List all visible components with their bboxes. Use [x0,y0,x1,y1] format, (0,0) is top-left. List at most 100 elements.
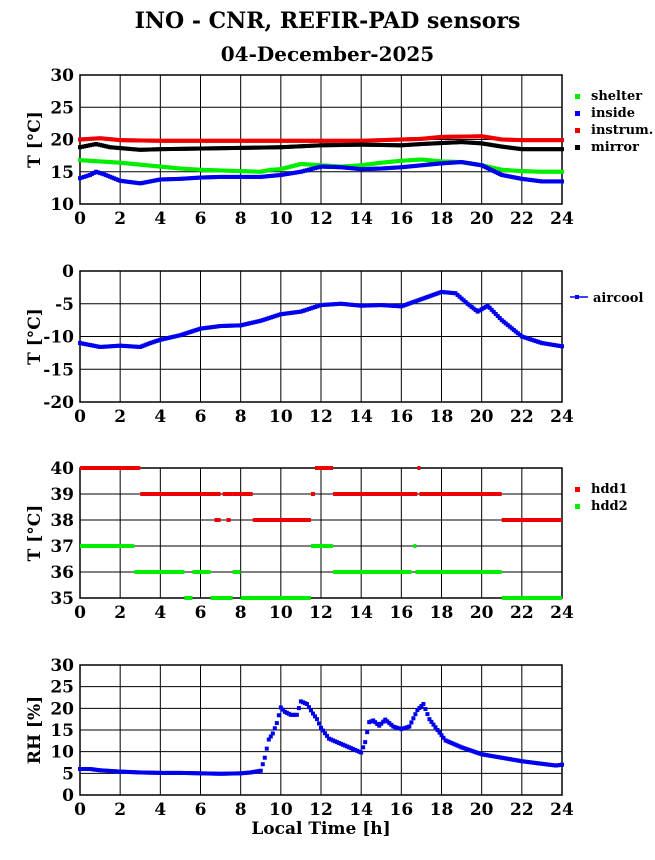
data-point [549,763,554,768]
x-tick-label: 16 [389,209,413,229]
data-point [270,173,275,178]
data-point [102,143,107,148]
data-point [479,134,484,139]
data-point [200,167,205,172]
data-point [124,179,129,184]
data-point [493,143,498,148]
data-point [543,179,548,184]
data-point [353,163,358,168]
y-tick-label: 20 [50,131,74,151]
data-point [413,163,418,168]
data-point [216,146,221,151]
data-point [387,159,392,164]
data-point [136,138,141,143]
data-point [497,755,502,760]
data-point [168,147,173,152]
data-point [429,293,434,298]
data-segment [214,518,221,522]
data-point [242,145,247,150]
data-point [208,325,213,330]
data-point [288,171,293,176]
data-point [557,169,562,174]
data-point [202,326,207,331]
data-point [461,746,466,751]
data-point [373,166,378,171]
data-point [234,323,239,328]
data-point [100,768,105,773]
data-point [90,171,95,176]
data-point [533,339,538,344]
legend-marker [575,504,580,509]
data-point [367,720,372,725]
data-point [288,310,293,315]
data-point [130,344,135,349]
data-point [238,771,243,776]
data-point [272,314,277,319]
x-tick-label: 16 [389,800,413,820]
data-point [339,165,344,170]
data-point [196,771,201,776]
data-point [242,169,247,174]
data-point [347,142,352,147]
data-point [238,169,243,174]
data-point [156,164,161,169]
data-point [355,303,360,308]
data-point [481,141,486,146]
data-point [154,770,159,775]
data-point [230,174,235,179]
data-point [351,138,356,143]
data-point [84,137,89,142]
data-point [248,169,253,174]
data-point [363,303,368,308]
data-point [367,303,372,308]
data-point [365,138,370,143]
data-point [411,142,416,147]
data-point [198,146,203,151]
data-point [475,134,480,139]
data-point [381,138,386,143]
data-point [361,163,366,168]
data-point [228,323,233,328]
data-point [252,138,257,143]
data-point [306,705,311,710]
data-point [292,310,297,315]
legend-marker [575,111,580,116]
data-point [122,179,127,184]
data-point [88,172,93,177]
data-point [497,137,502,142]
data-point [427,136,432,141]
data-point [327,736,332,741]
data-point [493,136,498,141]
data-point [122,138,127,143]
data-point [280,166,285,171]
data-point [216,174,221,179]
data-point [431,158,436,163]
data-point [102,159,107,164]
data-point [323,731,328,736]
data-point [519,169,524,174]
data-point [349,746,354,751]
x-tick-label: 8 [235,603,247,623]
data-point [278,172,283,177]
data-point [164,165,169,170]
data-point [397,165,402,170]
data-point [108,768,113,773]
data-point [447,290,452,295]
data-point [337,138,342,143]
data-point [158,147,163,152]
data-point [192,146,197,151]
data-point [258,174,263,179]
data-point [375,166,380,171]
data-point [78,767,82,771]
data-point [84,174,89,179]
data-point [278,705,283,710]
data-point [112,160,117,165]
data-point [110,137,115,142]
data-point [184,146,189,151]
x-tick-label: 2 [114,209,126,229]
data-point [560,179,564,184]
data-point [104,344,109,349]
data-point [333,138,338,143]
data-point [150,147,155,152]
